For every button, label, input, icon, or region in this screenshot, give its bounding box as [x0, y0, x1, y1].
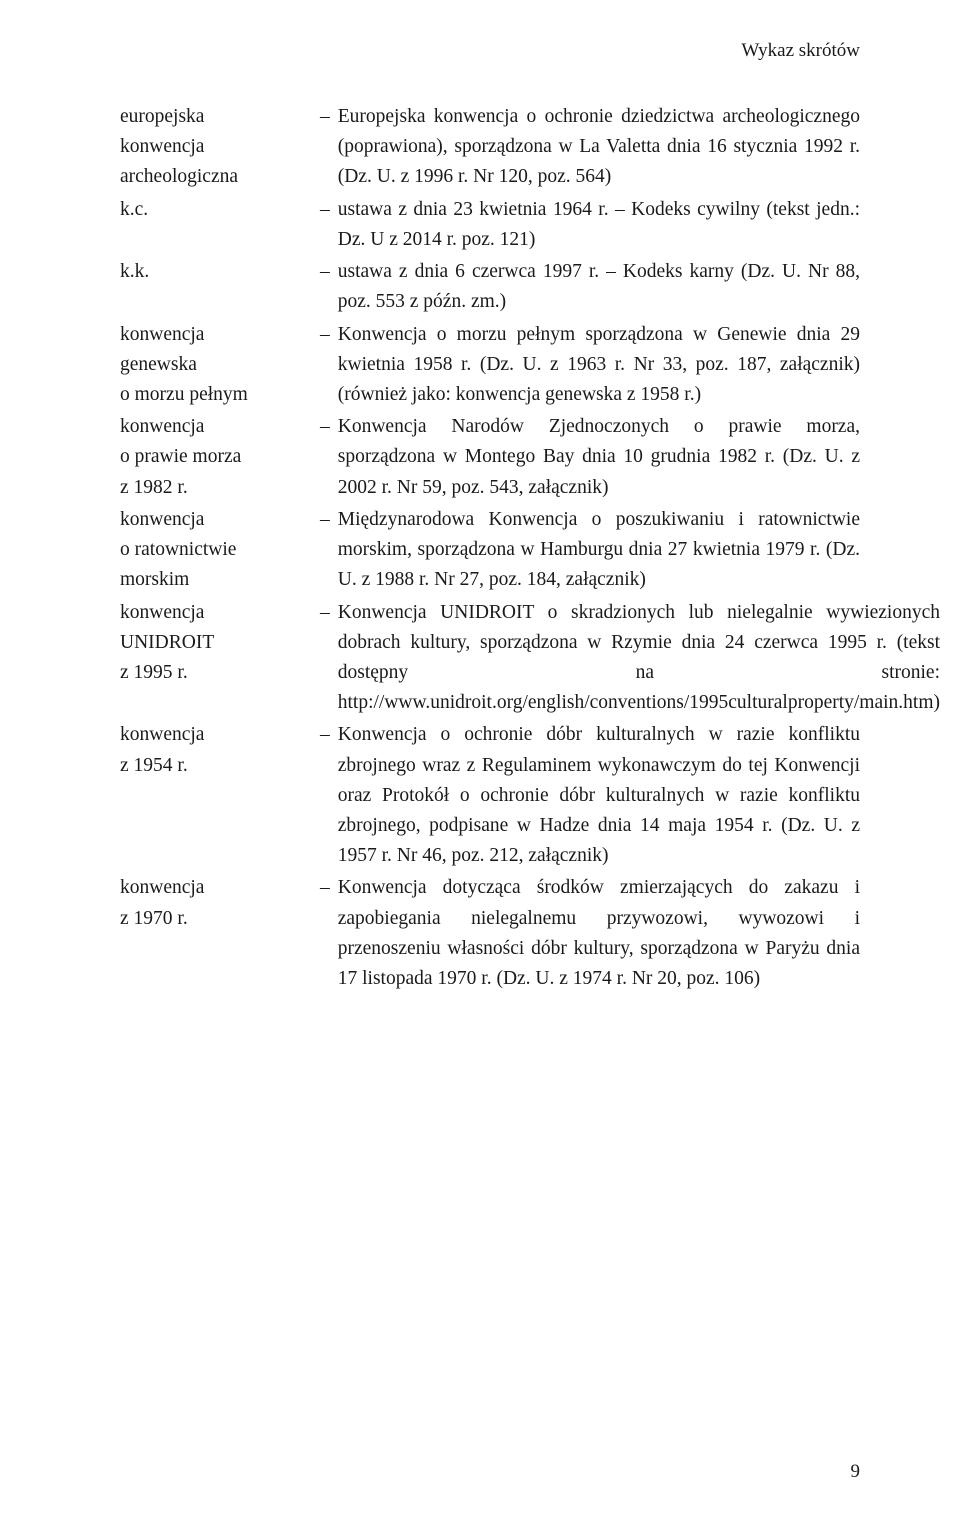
- definition-wrap: –Konwencja o morzu pełnym sporządzona w …: [320, 320, 860, 411]
- definition-text: Europejska konwencja o ochronie dziedzic…: [338, 102, 860, 193]
- term-line: archeologiczna: [120, 162, 320, 192]
- term-line: z 1970 r.: [120, 904, 320, 934]
- definition-entry: konwencjaz 1970 r.–Konwencja dotycząca ś…: [120, 873, 860, 994]
- definition-text: ustawa z dnia 6 czerwca 1997 r. – Kodeks…: [338, 257, 860, 317]
- dash-separator: –: [320, 320, 338, 411]
- definition-wrap: –Europejska konwencja o ochronie dziedzi…: [320, 102, 860, 193]
- term-line: morskim: [120, 565, 320, 595]
- term-line: europejska: [120, 102, 320, 132]
- term: k.k.: [120, 257, 320, 317]
- definition-entry: europejskakonwencjaarcheologiczna–Europe…: [120, 102, 860, 193]
- definition-entry: konwencjao prawie morzaz 1982 r.–Konwenc…: [120, 412, 860, 503]
- dash-separator: –: [320, 720, 338, 871]
- term-line: konwencja: [120, 720, 320, 750]
- definition-entry: k.c.–ustawa z dnia 23 kwietnia 1964 r. –…: [120, 195, 860, 255]
- term: konwencjaz 1970 r.: [120, 873, 320, 994]
- definition-text: Konwencja o ochronie dóbr kulturalnych w…: [338, 720, 860, 871]
- dash-separator: –: [320, 102, 338, 193]
- dash-separator: –: [320, 505, 338, 596]
- term-line: konwencja: [120, 412, 320, 442]
- dash-separator: –: [320, 257, 338, 317]
- dash-separator: –: [320, 412, 338, 503]
- definition-wrap: –Międzynarodowa Konwencja o poszukiwaniu…: [320, 505, 860, 596]
- page-content: Wykaz skrótów europejskakonwencjaarcheol…: [0, 0, 960, 1056]
- term: europejskakonwencjaarcheologiczna: [120, 102, 320, 193]
- definition-text: Konwencja UNIDROIT o skradzionych lub ni…: [338, 598, 940, 719]
- definition-entry: konwencjaz 1954 r.–Konwencja o ochronie …: [120, 720, 860, 871]
- term-line: z 1982 r.: [120, 473, 320, 503]
- term-line: o ratownictwie: [120, 535, 320, 565]
- term-line: genewska: [120, 350, 320, 380]
- definition-text: Konwencja dotycząca środków zmierzającyc…: [338, 873, 860, 994]
- term-line: konwencja: [120, 320, 320, 350]
- term-line: konwencja: [120, 505, 320, 535]
- term: konwencjagenewskao morzu pełnym: [120, 320, 320, 411]
- term: konwencjao prawie morzaz 1982 r.: [120, 412, 320, 503]
- term-line: z 1954 r.: [120, 751, 320, 781]
- definition-text: Konwencja Narodów Zjednoczonych o prawie…: [338, 412, 860, 503]
- term: konwencjao ratownictwiemorskim: [120, 505, 320, 596]
- term-line: konwencja: [120, 132, 320, 162]
- running-header: Wykaz skrótów: [120, 40, 860, 62]
- definition-entry: konwencjaUNIDROITz 1995 r.–Konwencja UNI…: [120, 598, 860, 719]
- term-line: k.k.: [120, 257, 320, 287]
- dash-separator: –: [320, 598, 338, 719]
- definition-wrap: –Konwencja Narodów Zjednoczonych o prawi…: [320, 412, 860, 503]
- term-line: k.c.: [120, 195, 320, 225]
- definition-wrap: –Konwencja dotycząca środków zmierzający…: [320, 873, 860, 994]
- term: k.c.: [120, 195, 320, 255]
- term-line: o prawie morza: [120, 442, 320, 472]
- term-line: o morzu pełnym: [120, 380, 320, 410]
- definition-text: Międzynarodowa Konwencja o poszukiwaniu …: [338, 505, 860, 596]
- definition-entry: konwencjao ratownictwiemorskim–Międzynar…: [120, 505, 860, 596]
- definition-entry: k.k.–ustawa z dnia 6 czerwca 1997 r. – K…: [120, 257, 860, 317]
- page-number: 9: [851, 1461, 861, 1483]
- dash-separator: –: [320, 195, 338, 255]
- term-line: z 1995 r.: [120, 658, 320, 688]
- definition-wrap: –Konwencja UNIDROIT o skradzionych lub n…: [320, 598, 940, 719]
- definition-text: Konwencja o morzu pełnym sporządzona w G…: [338, 320, 860, 411]
- term: konwencjaUNIDROITz 1995 r.: [120, 598, 320, 719]
- definition-text: ustawa z dnia 23 kwietnia 1964 r. – Kode…: [338, 195, 860, 255]
- term-line: konwencja: [120, 873, 320, 903]
- term-line: konwencja: [120, 598, 320, 628]
- definition-wrap: –ustawa z dnia 6 czerwca 1997 r. – Kodek…: [320, 257, 860, 317]
- term: konwencjaz 1954 r.: [120, 720, 320, 871]
- dash-separator: –: [320, 873, 338, 994]
- term-line: UNIDROIT: [120, 628, 320, 658]
- definition-wrap: –ustawa z dnia 23 kwietnia 1964 r. – Kod…: [320, 195, 860, 255]
- definition-entry: konwencjagenewskao morzu pełnym–Konwencj…: [120, 320, 860, 411]
- definition-list: europejskakonwencjaarcheologiczna–Europe…: [120, 102, 860, 994]
- definition-wrap: –Konwencja o ochronie dóbr kulturalnych …: [320, 720, 860, 871]
